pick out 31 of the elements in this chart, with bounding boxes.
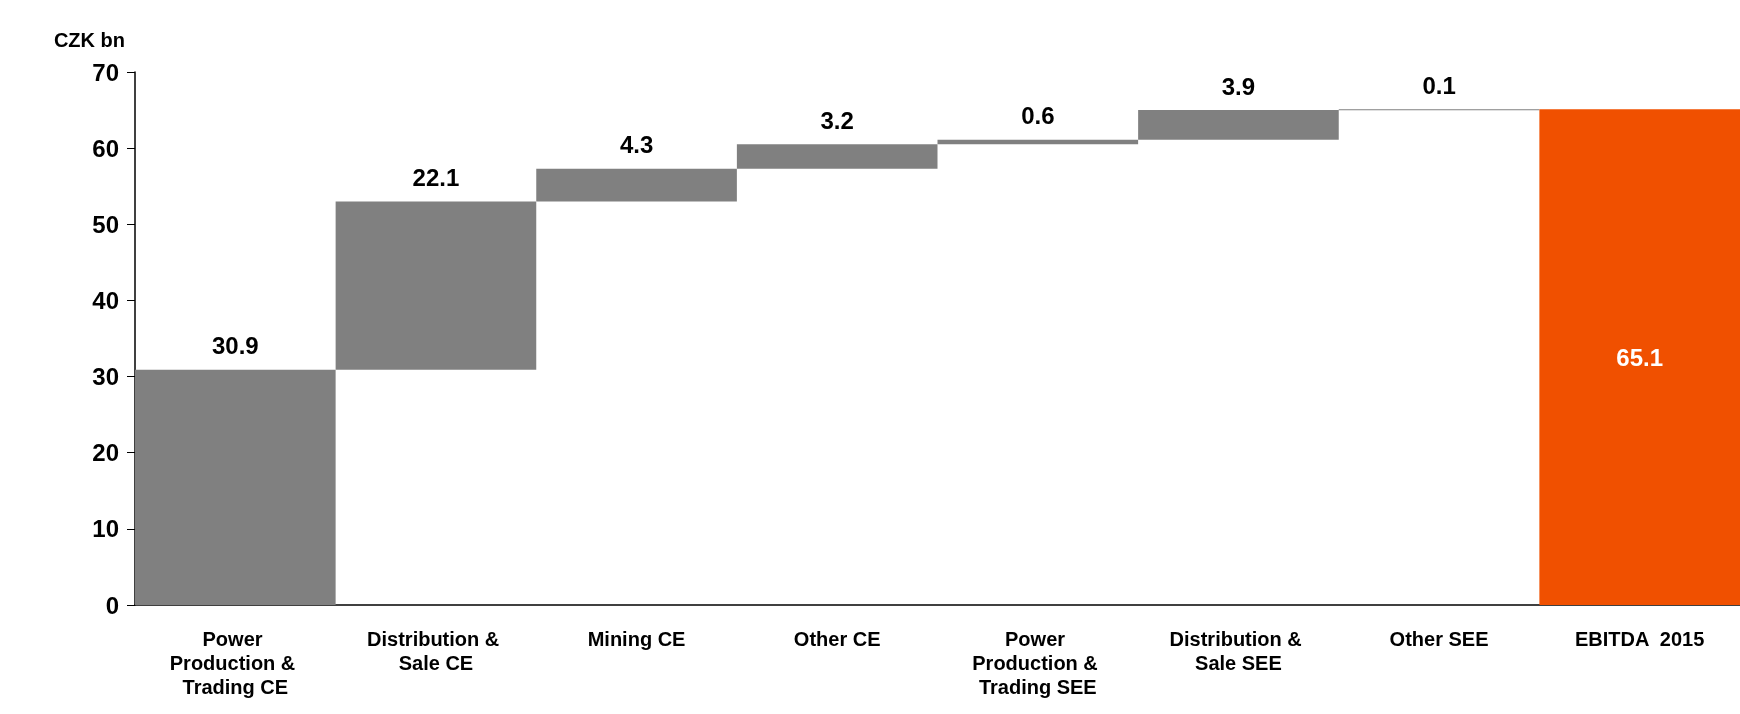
data-label: 3.2 (820, 106, 854, 134)
y-tick-label: 10 (92, 515, 119, 543)
bar (736, 144, 938, 169)
bar (1138, 110, 1339, 140)
y-tick-label: 40 (92, 286, 119, 314)
x-tick-label: EBITDA 2015 (1575, 628, 1705, 650)
y-tick-label: 50 (92, 210, 119, 238)
x-tick-label: Distribution & Sale CE (367, 628, 505, 674)
x-tick-label: Mining CE (587, 628, 686, 650)
y-tick-label: 70 (92, 58, 119, 86)
bar (1539, 109, 1740, 605)
y-tick-label: 20 (92, 439, 119, 467)
data-label: 65.1 (1616, 343, 1664, 371)
y-tick-label: 60 (92, 134, 119, 162)
data-label: 4.3 (619, 131, 654, 159)
bar (335, 201, 537, 370)
bar (135, 369, 336, 605)
bar (536, 168, 737, 202)
y-tick-label: 30 (92, 363, 119, 391)
y-tick-label: 0 (105, 591, 119, 619)
x-tick-label: Distribution & Sale SEE (1169, 628, 1308, 674)
y-axis-title: CZK bn (53, 29, 125, 51)
data-label: 22.1 (412, 163, 460, 191)
x-tick-label: Power Production & Trading SEE (972, 628, 1104, 698)
data-label: 30.9 (211, 332, 259, 360)
x-tick-label: Other SEE (1389, 628, 1489, 650)
x-tick-label: Other CE (793, 628, 881, 650)
data-label: 3.9 (1221, 72, 1256, 100)
x-tick-label: Power Production & Trading CE (169, 628, 301, 698)
data-label: 0.1 (1422, 71, 1456, 99)
data-label: 0.6 (1021, 102, 1055, 130)
